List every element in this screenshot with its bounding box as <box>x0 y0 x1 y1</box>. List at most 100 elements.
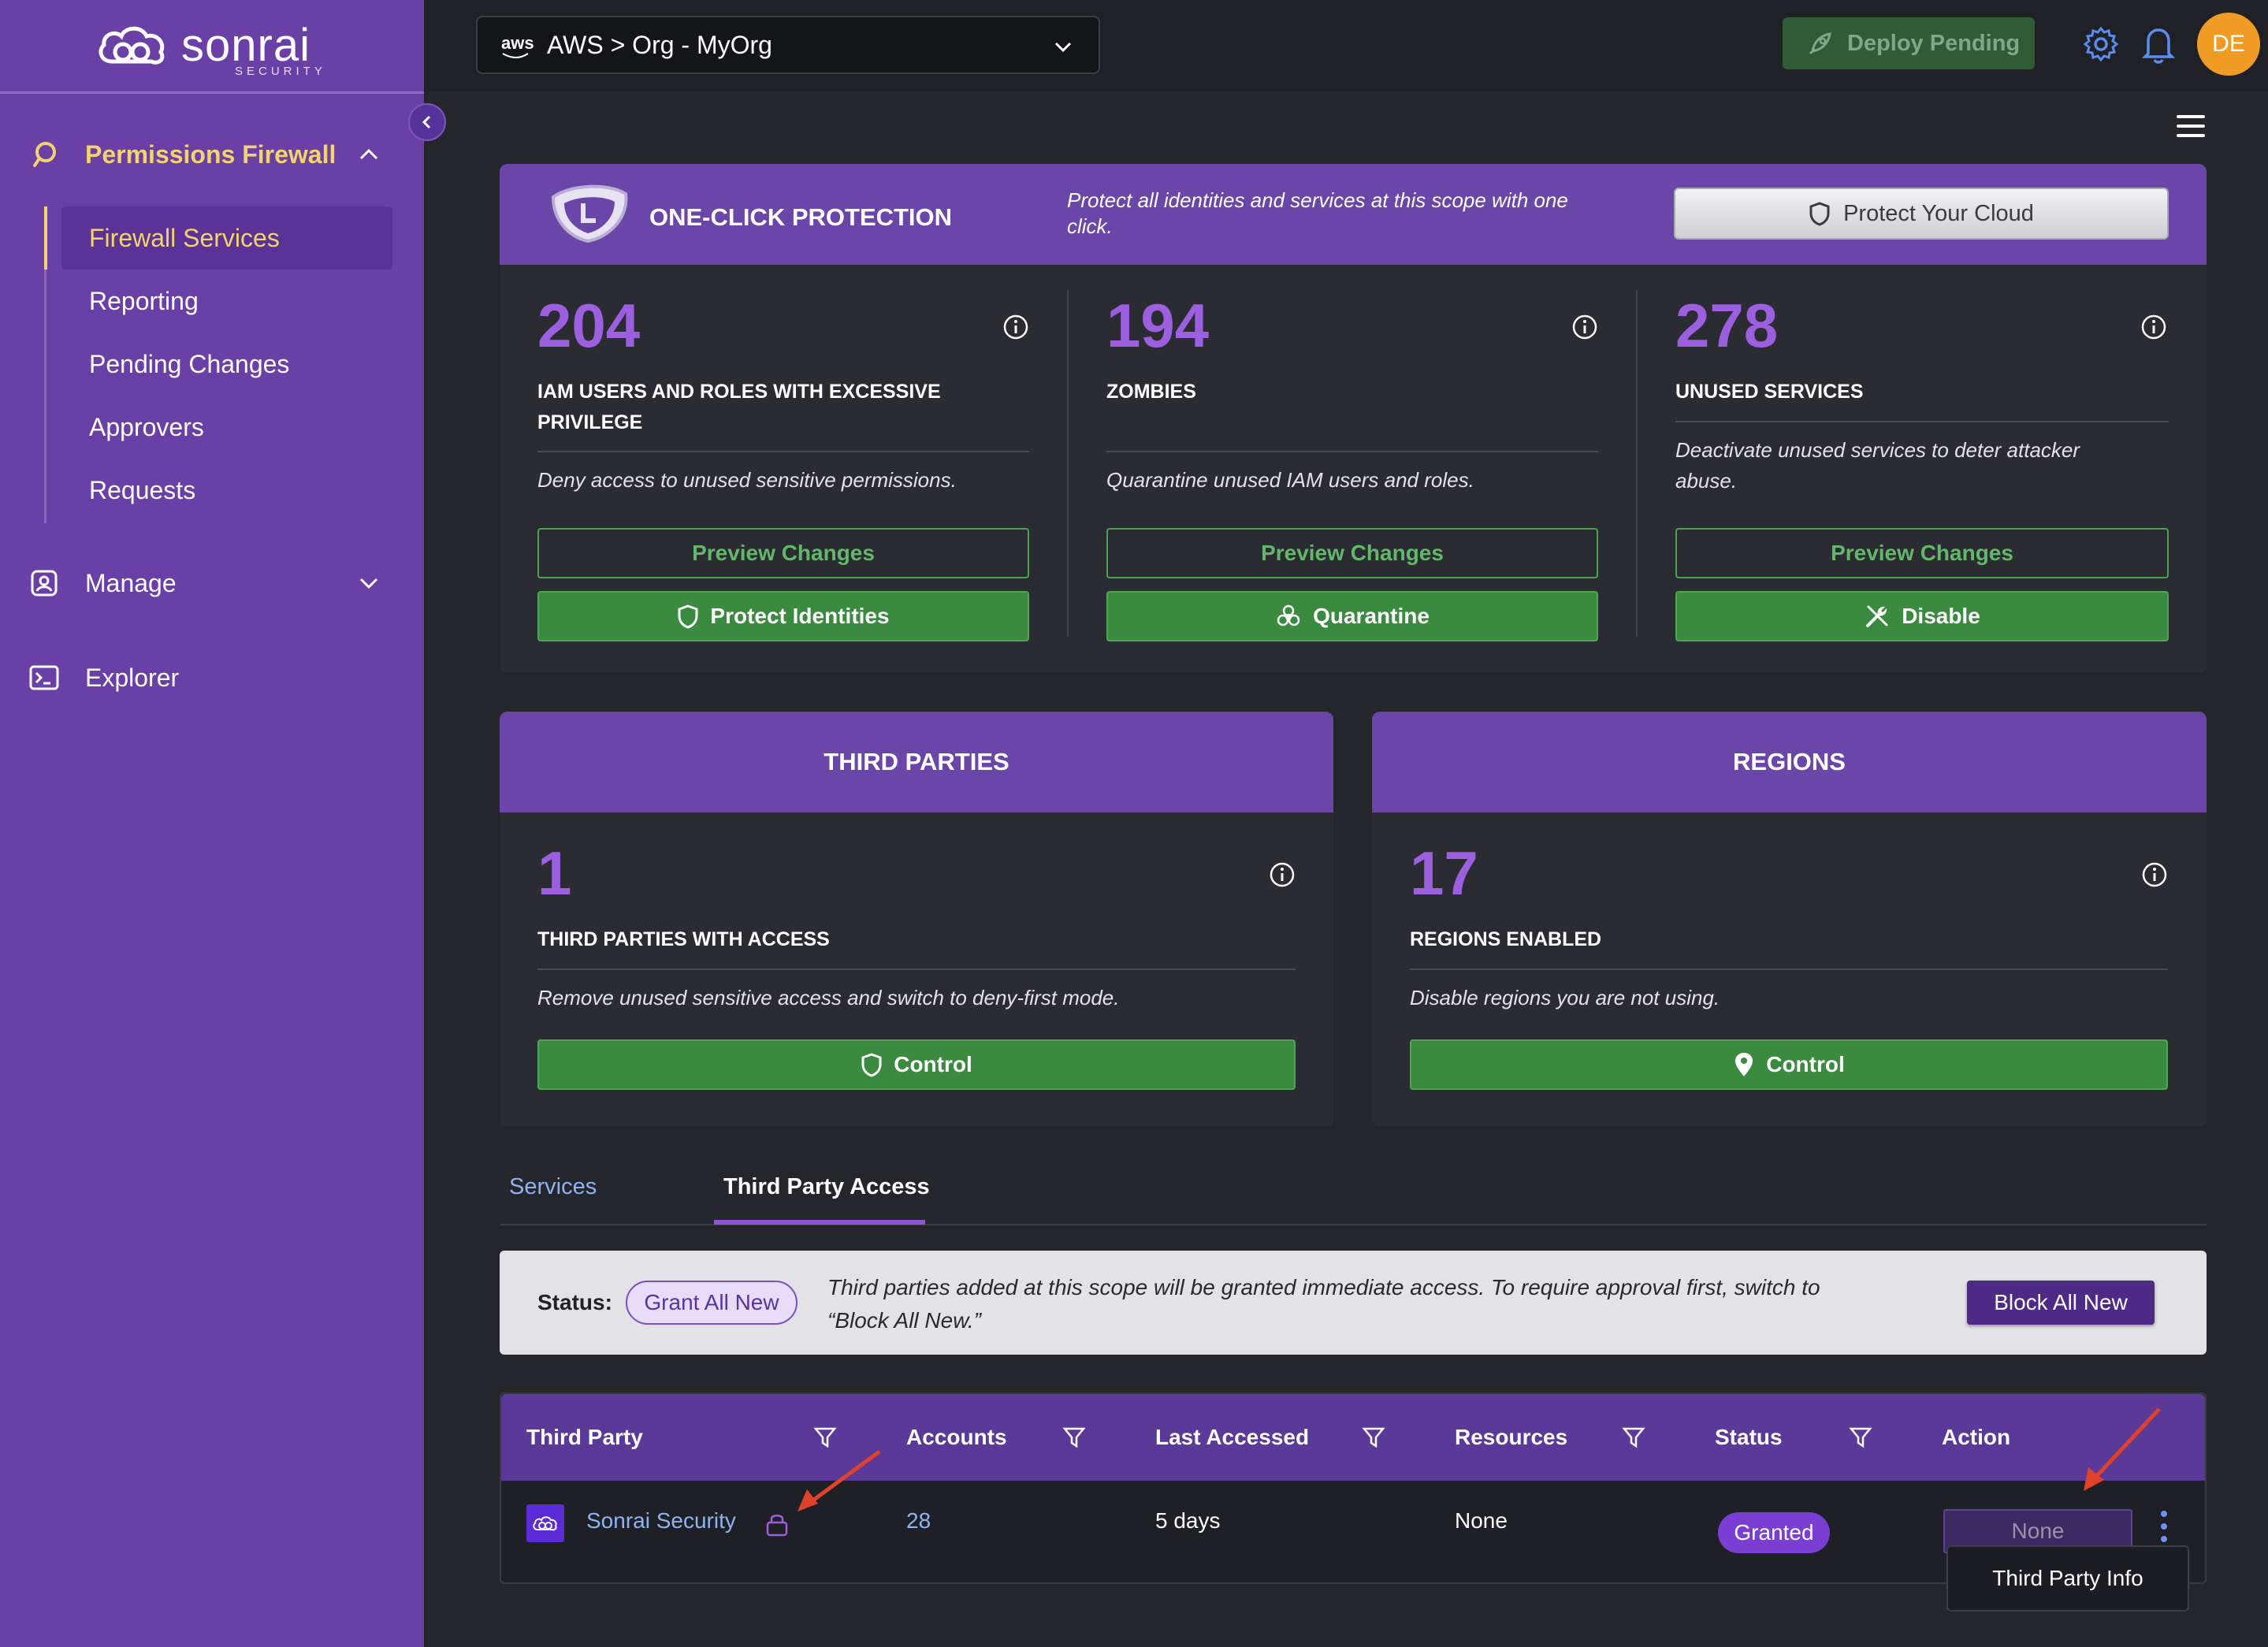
preview-changes-button[interactable]: Preview Changes <box>1106 528 1598 578</box>
accounts-link[interactable]: 28 <box>906 1508 931 1533</box>
filter-icon[interactable] <box>1622 1426 1645 1449</box>
column-last-accessed[interactable]: Last Accessed <box>1155 1425 1310 1449</box>
subnav-approvers[interactable]: Approvers <box>89 412 204 441</box>
user-avatar[interactable]: DE <box>2197 13 2260 76</box>
subnav-firewall-services[interactable]: Firewall Services <box>44 206 392 270</box>
terminal-icon <box>29 665 59 690</box>
preview-changes-button[interactable]: Preview Changes <box>537 528 1029 578</box>
third-parties-card: THIRD PARTIES 1 THIRD PARTIES WITH ACCES… <box>500 712 1333 1127</box>
desc-line: Quarantine unused IAM users and roles. <box>1106 468 1474 492</box>
regions-control-button[interactable]: Control <box>1410 1039 2168 1090</box>
menu-icon[interactable] <box>2177 115 2205 140</box>
one-click-header: ONE-CLICK PROTECTION Protect all identit… <box>500 164 2207 265</box>
metric-value: 278 <box>1675 291 1779 360</box>
protect-identities-button[interactable]: Protect Identities <box>537 591 1029 641</box>
cloud-logo-icon <box>99 26 165 65</box>
aws-logo: aws <box>501 33 534 53</box>
subnav-requests[interactable]: Requests <box>89 475 196 504</box>
tab-services[interactable]: Services <box>509 1174 597 1199</box>
subnav-pending-changes[interactable]: Pending Changes <box>89 349 290 378</box>
deploy-pending-button[interactable]: Deploy Pending <box>1783 17 2035 69</box>
nav-label: Permissions Firewall <box>85 139 336 169</box>
metric-zombies: 194 ZOMBIES Quarantine unused IAM users … <box>1106 290 1598 652</box>
message-line: Third parties added at this scope will b… <box>827 1275 1820 1299</box>
active-tab-indicator <box>714 1220 925 1225</box>
metric-caption: REGIONS ENABLED <box>1410 928 1602 950</box>
column-accounts[interactable]: Accounts <box>906 1425 1007 1449</box>
metric-description: Deny access to unused sensitive permissi… <box>537 465 957 496</box>
subnav-reporting[interactable]: Reporting <box>89 286 199 315</box>
metric-value: 204 <box>537 291 641 360</box>
shield-icon <box>1809 202 1830 226</box>
rocket-icon <box>1809 32 1831 55</box>
filter-icon[interactable] <box>1362 1426 1385 1449</box>
protect-your-cloud-label: Protect Your Cloud <box>1843 200 2034 226</box>
scope-selector[interactable]: aws AWS > Org - MyOrg <box>476 16 1100 74</box>
nav-manage[interactable]: Manage <box>0 567 424 599</box>
more-options-icon[interactable] <box>2159 1511 2169 1548</box>
resources-cell: None <box>1455 1508 1508 1533</box>
metric-description: Remove unused sensitive access and switc… <box>537 986 1120 1009</box>
biohazard-icon <box>1277 604 1300 626</box>
tab-third-party-access[interactable]: Third Party Access <box>723 1174 930 1199</box>
third-parties-header: THIRD PARTIES <box>500 712 1333 812</box>
caption-line: IAM USERS AND ROLES WITH EXCESSIVE <box>537 381 941 403</box>
info-icon[interactable] <box>2140 314 2167 340</box>
subnav-line <box>44 206 46 523</box>
user-card-icon <box>31 570 58 597</box>
filter-icon[interactable] <box>813 1426 837 1449</box>
filter-icon[interactable] <box>1062 1426 1086 1449</box>
column-resources[interactable]: Resources <box>1455 1425 1568 1449</box>
column-third-party[interactable]: Third Party <box>526 1425 643 1449</box>
metric-description: Disable regions you are not using. <box>1410 986 1720 1009</box>
regions-card: REGIONS 17 REGIONS ENABLED Disable regio… <box>1372 712 2207 1127</box>
chevron-up-icon[interactable] <box>353 139 385 170</box>
metric-description: Quarantine unused IAM users and roles. <box>1106 465 1474 496</box>
column-status[interactable]: Status <box>1715 1425 1783 1449</box>
gear-icon[interactable] <box>2082 25 2120 63</box>
metric-caption: ZOMBIES <box>1106 377 1196 407</box>
protect-your-cloud-button[interactable]: Protect Your Cloud <box>1674 188 2169 240</box>
chevron-down-icon[interactable] <box>353 567 385 599</box>
info-icon[interactable] <box>1571 314 1598 340</box>
separator <box>1067 290 1069 637</box>
third-party-name-link[interactable]: Sonrai Security <box>586 1508 736 1533</box>
quarantine-button[interactable]: Quarantine <box>1106 591 1598 641</box>
nav-explorer[interactable]: Explorer <box>0 662 424 693</box>
divider <box>537 451 1029 452</box>
metric-excessive-privilege: 204 IAM USERS AND ROLES WITH EXCESSIVE P… <box>537 290 1029 652</box>
metric-third-parties: 1 THIRD PARTIES WITH ACCESS Remove unuse… <box>537 838 1296 1106</box>
action-label: Quarantine <box>1313 604 1430 628</box>
brand-name: sonrai <box>181 20 310 71</box>
third-parties-title: THIRD PARTIES <box>824 748 1009 775</box>
one-click-description: Protect all identities and services at t… <box>1067 188 1568 238</box>
preview-changes-button[interactable]: Preview Changes <box>1675 528 2169 578</box>
bell-icon[interactable] <box>2139 24 2178 65</box>
metric-value: 194 <box>1106 291 1210 360</box>
third-parties-control-button[interactable]: Control <box>537 1039 1296 1090</box>
nav-permissions-firewall[interactable]: Permissions Firewall <box>0 139 424 170</box>
info-icon[interactable] <box>2141 861 2168 888</box>
status-label: Status: <box>537 1290 612 1314</box>
shield-icon <box>678 604 698 629</box>
collapse-sidebar-button[interactable] <box>408 103 446 141</box>
info-icon[interactable] <box>1269 861 1296 888</box>
info-icon[interactable] <box>1002 314 1029 340</box>
desc-line: abuse. <box>1675 469 1738 493</box>
message-line: “Block All New.” <box>827 1308 982 1333</box>
metric-value: 1 <box>537 838 572 908</box>
third-party-info-menu-item[interactable]: Third Party Info <box>1946 1545 2189 1612</box>
block-all-new-button[interactable]: Block All New <box>1967 1281 2155 1325</box>
sonrai-logo[interactable]: sonrai SECURITY <box>95 14 347 78</box>
lock-icon[interactable] <box>764 1511 790 1537</box>
chevron-left-icon <box>422 115 431 129</box>
sonrai-logo-icon <box>526 1504 564 1542</box>
status-badge: Granted <box>1718 1512 1830 1553</box>
bubble-icon <box>33 142 56 167</box>
disable-button[interactable]: Disable <box>1675 591 2169 641</box>
caption-line: ZOMBIES <box>1106 381 1196 403</box>
divider <box>1106 451 1598 452</box>
one-click-protection-card: ONE-CLICK PROTECTION Protect all identit… <box>500 164 2207 673</box>
filter-icon[interactable] <box>1849 1426 1872 1449</box>
metric-caption: IAM USERS AND ROLES WITH EXCESSIVE PRIVI… <box>537 377 941 438</box>
